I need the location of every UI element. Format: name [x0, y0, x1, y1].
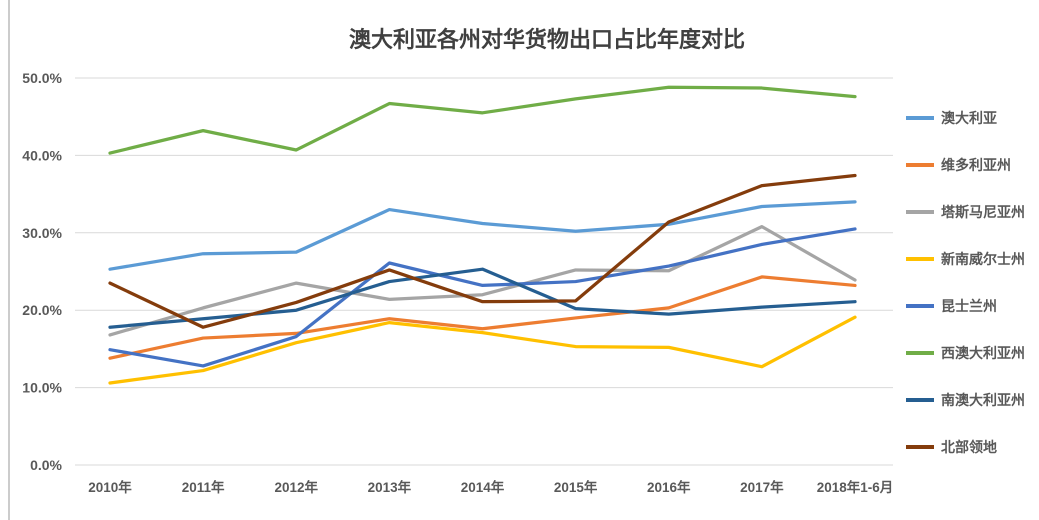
legend-item: 北部领地	[906, 439, 997, 456]
x-axis-tick-label: 2018年1-6月	[817, 479, 894, 495]
x-axis-tick-label: 2014年	[461, 479, 505, 495]
y-axis-labels: 0.0% 10.0% 20.0% 30.0% 40.0% 50.0%	[22, 70, 62, 473]
x-axis-tick-label: 2015年	[554, 479, 598, 495]
series-line-北部领地	[108, 173, 857, 329]
legend-item: 昆士兰州	[906, 298, 997, 315]
series-line-澳大利亚	[108, 200, 857, 271]
x-axis-labels: 2010年 2011年 2012年 2013年 2014年 2015年 2016年 2017年…	[88, 479, 893, 495]
y-axis-tick-label: 20.0%	[22, 302, 62, 318]
legend-label: 澳大利亚	[941, 110, 997, 127]
legend-label: 塔斯马尼亚州	[941, 204, 1025, 221]
x-axis-tick-label: 2012年	[274, 479, 318, 495]
y-axis-tick-label: 30.0%	[22, 225, 62, 241]
legend-label: 北部领地	[941, 439, 997, 456]
series-line-昆士兰州	[108, 227, 857, 368]
x-axis-tick-label: 2017年	[740, 479, 784, 495]
y-axis-tick-label: 50.0%	[22, 70, 62, 86]
y-axis-tick-label: 0.0%	[30, 457, 62, 473]
series-line-南澳大利亚州	[108, 267, 857, 329]
gridlines	[75, 77, 893, 466]
legend-item: 西澳大利亚州	[906, 345, 1025, 362]
x-axis-tick-label: 2010年	[88, 479, 132, 495]
legend-label: 西澳大利亚州	[941, 345, 1025, 362]
series-line-塔斯马尼亚州	[108, 224, 857, 337]
y-axis-tick-label: 40.0%	[22, 147, 62, 163]
legend-item: 维多利亚州	[906, 157, 1011, 174]
legend-label: 昆士兰州	[941, 298, 997, 315]
legend-item: 塔斯马尼亚州	[906, 204, 1025, 221]
legend-label: 维多利亚州	[941, 157, 1011, 174]
legend-item: 南澳大利亚州	[906, 392, 1025, 409]
series-line-西澳大利亚州	[108, 85, 857, 155]
legend-label: 新南威尔士州	[941, 251, 1025, 268]
legend-item: 澳大利亚	[906, 110, 997, 127]
legend-label: 南澳大利亚州	[941, 392, 1025, 409]
series-line-新南威尔士州	[108, 315, 857, 385]
x-axis-tick-label: 2016年	[647, 479, 691, 495]
x-axis-tick-label: 2011年	[182, 479, 225, 495]
legend: 澳大利亚维多利亚州塔斯马尼亚州新南威尔士州昆士兰州西澳大利亚州南澳大利亚州北部领…	[906, 110, 1025, 456]
legend-item: 新南威尔士州	[906, 251, 1025, 268]
series-lines	[108, 85, 857, 385]
x-axis-tick-label: 2013年	[368, 479, 412, 495]
y-axis-tick-label: 10.0%	[22, 380, 62, 396]
chart-title: 澳大利亚各州对华货物出口占比年度对比	[349, 27, 745, 53]
series-line-维多利亚州	[108, 275, 857, 360]
